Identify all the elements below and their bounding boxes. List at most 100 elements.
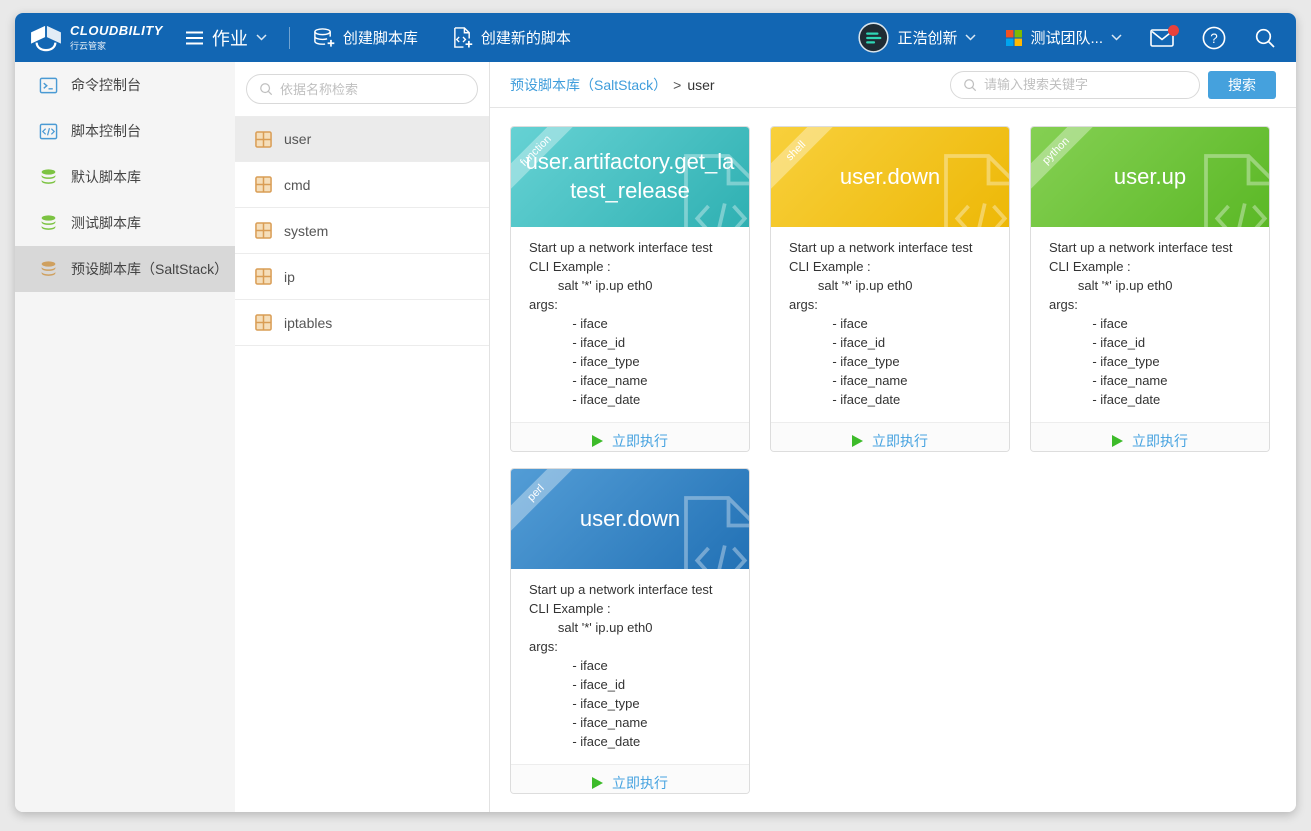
run-now-label: 立即执行 (872, 433, 928, 450)
group-item-user[interactable]: user (235, 116, 489, 162)
content-header: 预设脚本库（SaltStack） > user 搜索 (490, 62, 1296, 108)
group-item-label: user (284, 131, 312, 147)
sidebar-item-label: 命令控制台 (71, 77, 141, 93)
play-icon (1112, 435, 1123, 448)
search-icon (259, 82, 273, 96)
sidebar-item-test-library[interactable]: 测试脚本库 (15, 200, 235, 246)
database-add-icon (312, 27, 335, 49)
breadcrumb-separator: > (673, 76, 682, 93)
table-grid-icon (255, 314, 272, 331)
logo-mark-icon (29, 24, 63, 52)
script-card-header[interactable]: function user.artifactory.get_latest_rel… (511, 127, 749, 227)
content-area: 预设脚本库（SaltStack） > user 搜索 (490, 62, 1296, 812)
script-card: perl user.down Start up a network interf… (510, 468, 750, 794)
script-search-field (950, 70, 1200, 99)
sidebar-item-default-library[interactable]: 默认脚本库 (15, 154, 235, 200)
script-card-header[interactable]: python user.up (1031, 127, 1269, 227)
sidebar-item-label: 测试脚本库 (71, 215, 141, 231)
sidebar: 命令控制台 脚本控制台 (15, 62, 235, 812)
team-name: 测试团队... (1030, 30, 1103, 47)
script-card: python user.up Start up a network interf… (1030, 126, 1270, 452)
code-file-watermark-icon (684, 154, 749, 227)
team-menu[interactable]: 测试团队... (1006, 27, 1122, 48)
code-file-watermark-icon (944, 154, 1009, 227)
create-new-script-label: 创建新的脚本 (480, 30, 571, 47)
user-name: 正浩创新 (897, 30, 958, 47)
table-grid-icon (255, 176, 272, 193)
play-icon (592, 777, 603, 790)
cloudbility-logo[interactable]: CLOUDBILITY 行云管家 (29, 23, 163, 52)
run-now-button[interactable]: 立即执行 (511, 421, 749, 451)
script-card-header[interactable]: perl user.down (511, 469, 749, 569)
messages-button[interactable] (1150, 24, 1179, 47)
language-ribbon: python (1031, 127, 1102, 197)
user-menu[interactable]: 正浩创新 (858, 22, 977, 53)
terminal-icon (39, 76, 58, 95)
script-description: Start up a network interface test CLI Ex… (1049, 240, 1233, 407)
brand-subtitle: 行云管家 (70, 41, 107, 51)
main-area: 命令控制台 脚本控制台 (15, 62, 1296, 812)
group-item-system[interactable]: system (235, 208, 489, 254)
script-title: user.down (839, 163, 941, 189)
svg-text:?: ? (1210, 30, 1218, 45)
database-icon (39, 168, 58, 187)
script-group-list: user cmd (235, 116, 489, 346)
group-search (246, 74, 478, 104)
sidebar-item-label: 默认脚本库 (71, 169, 141, 185)
navbar-right: 正浩创新 测试团队... (858, 22, 1276, 53)
search-icon (1254, 27, 1276, 49)
group-item-cmd[interactable]: cmd (235, 162, 489, 208)
create-script-library-button[interactable]: 创建脚本库 (312, 27, 418, 49)
script-title: user.artifactory.get_latest_release (525, 149, 735, 203)
breadcrumb-current: user (687, 76, 715, 93)
run-now-label: 立即执行 (612, 775, 668, 792)
sidebar-item-script-console[interactable]: 脚本控制台 (15, 108, 235, 154)
play-icon (852, 435, 863, 448)
create-new-script-button[interactable]: 创建新的脚本 (452, 26, 571, 49)
group-item-label: ip (284, 268, 295, 285)
chevron-down-icon (965, 34, 977, 41)
script-description: Start up a network interface test CLI Ex… (789, 240, 973, 407)
search-button[interactable]: 搜索 (1208, 70, 1276, 99)
breadcrumb-parent-link[interactable]: 预设脚本库（SaltStack） (510, 76, 668, 93)
script-title: user.down (579, 505, 681, 531)
database-icon (39, 214, 58, 233)
code-file-watermark-icon (1204, 154, 1269, 227)
brand-name: CLOUDBILITY (70, 23, 163, 38)
notification-badge (1168, 24, 1179, 36)
search-icon (963, 78, 977, 92)
sidebar-item-label: 预设脚本库（SaltStack） (71, 261, 229, 277)
sidebar-item-preset-library-saltstack[interactable]: 预设脚本库（SaltStack） (15, 246, 235, 292)
run-now-label: 立即执行 (1132, 433, 1188, 450)
team-icon (1006, 29, 1023, 46)
jobs-menu[interactable]: 作业 (185, 25, 267, 51)
group-item-label: cmd (284, 176, 311, 193)
group-item-ip[interactable]: ip (235, 254, 489, 300)
play-icon (592, 435, 603, 448)
sidebar-item-label: 脚本控制台 (71, 123, 141, 139)
run-now-button[interactable]: 立即执行 (771, 421, 1009, 451)
help-button[interactable]: ? (1202, 26, 1226, 50)
table-grid-icon (255, 222, 272, 239)
app-window: CLOUDBILITY 行云管家 作业 创建脚 (15, 13, 1296, 812)
run-now-button[interactable]: 立即执行 (511, 763, 749, 793)
script-card: function user.artifactory.get_latest_rel… (510, 126, 750, 452)
global-search-button[interactable] (1254, 27, 1276, 49)
script-card-header[interactable]: shell user.down (771, 127, 1009, 227)
group-item-iptables[interactable]: iptables (235, 300, 489, 346)
table-grid-icon (255, 130, 272, 148)
script-search-input[interactable] (984, 77, 1187, 92)
top-navbar: CLOUDBILITY 行云管家 作业 创建脚 (15, 13, 1296, 62)
group-search-input[interactable] (280, 81, 465, 97)
code-file-watermark-icon (684, 496, 749, 569)
script-search: 搜索 (950, 70, 1276, 99)
script-title: user.up (1113, 163, 1187, 189)
breadcrumb: 预设脚本库（SaltStack） > user (510, 75, 715, 95)
script-group-panel: user cmd (235, 62, 490, 812)
chevron-down-icon (1111, 34, 1122, 41)
group-item-label: system (284, 222, 329, 239)
run-now-label: 立即执行 (612, 433, 668, 450)
sidebar-item-command-console[interactable]: 命令控制台 (15, 62, 235, 108)
run-now-button[interactable]: 立即执行 (1031, 421, 1269, 451)
script-card: shell user.down Start up a network inter… (770, 126, 1010, 452)
